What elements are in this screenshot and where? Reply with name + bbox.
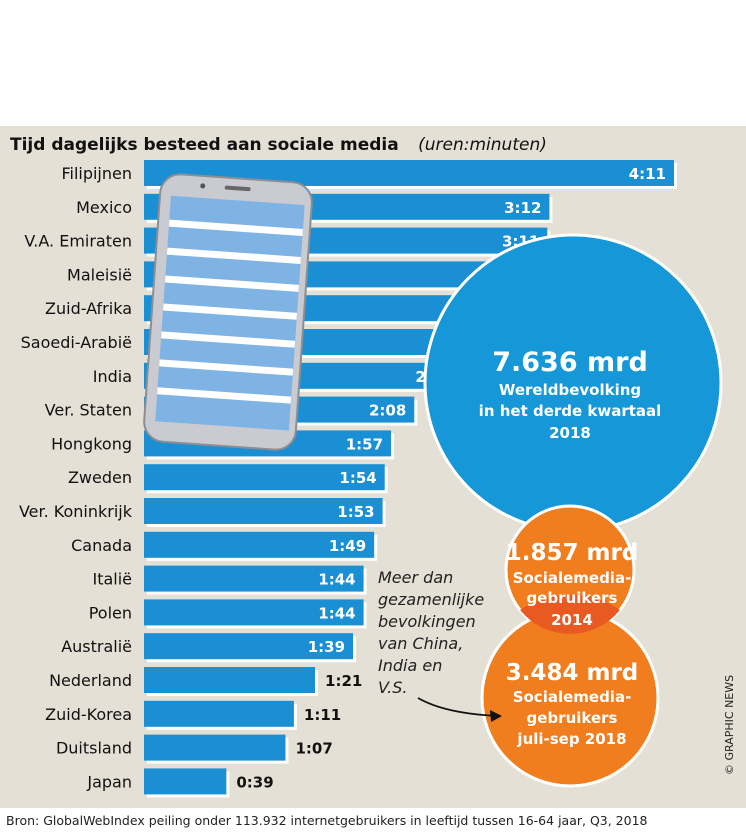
bar-12 (144, 565, 364, 592)
phone-icon (143, 173, 313, 451)
annotation-arrowhead (490, 710, 502, 722)
category-label: India (93, 367, 132, 386)
category-label: Polen (89, 603, 132, 622)
value-label: 1:57 (346, 435, 383, 453)
users-2014-line-3: 2014 (551, 611, 593, 629)
chart-title: Tijd dagelijks besteed aan sociale media… (10, 135, 547, 155)
source-note: Bron: GlobalWebIndex peiling onder 113.9… (6, 813, 648, 828)
users-2018-line-1: Socialemedia- (513, 688, 632, 706)
bar-15 (144, 667, 316, 693)
category-label: Filipijnen (61, 164, 132, 183)
annotation: Meer dan gezamenlijke bevolkingen van Ch… (378, 568, 484, 697)
value-label: 1:39 (308, 638, 345, 656)
bar-14 (144, 633, 354, 660)
value-label: 1:11 (304, 706, 341, 724)
category-label: Italië (92, 570, 132, 589)
users-2014-value: 1.857 mrd (506, 540, 639, 566)
chart-subtitle: (uren:minuten) (418, 135, 547, 155)
category-label: Zuid-Afrika (45, 299, 132, 318)
annotation-line-4: van China, (378, 634, 463, 653)
category-label: Duitsland (56, 739, 132, 758)
users-2014-line-1: Socialemedia- (513, 569, 632, 587)
category-label: Nederland (49, 671, 132, 690)
credit: © GRAPHIC NEWS (723, 675, 736, 775)
value-label: 4:11 (629, 165, 666, 183)
category-label: Ver. Staten (45, 401, 132, 420)
bar-16 (144, 700, 294, 727)
annotation-line-5: India en (378, 656, 442, 675)
users-2018-value: 3.484 mrd (506, 660, 639, 686)
chart-title-text: Tijd dagelijks besteed aan sociale media (10, 135, 399, 155)
value-label: 2:08 (369, 402, 406, 420)
category-label: Zweden (68, 468, 132, 487)
world-population-line-2: in het derde kwartaal (479, 402, 662, 420)
category-label: Canada (71, 536, 132, 555)
category-label: Saoedi-Arabië (21, 333, 132, 352)
category-label: Ver. Koninkrijk (19, 502, 133, 521)
category-label: Maleisië (67, 265, 132, 284)
value-label: 1:53 (337, 503, 374, 521)
users-2014-line-2: gebruikers (527, 589, 618, 607)
value-label: 1:21 (325, 672, 362, 690)
value-label: 1:54 (339, 469, 376, 487)
category-label: Zuid-Korea (45, 705, 132, 724)
value-label: 1:44 (318, 604, 355, 622)
value-label: 3:12 (504, 199, 541, 217)
world-population-line-1: Wereldbevolking (499, 381, 641, 399)
annotation-line-2: gezamenlijke (378, 590, 484, 609)
users-2018-line-3: juli-sep 2018 (516, 730, 626, 748)
world-population-value: 7.636 mrd (492, 347, 648, 378)
category-label: Japan (86, 772, 132, 791)
value-label: 1:49 (329, 537, 366, 555)
annotation-line-6: V.S. (378, 678, 407, 697)
footer (0, 808, 746, 840)
category-label: V.A. Emiraten (24, 232, 132, 251)
users-2018-line-2: gebruikers (527, 709, 618, 727)
value-label: 1:07 (295, 740, 332, 758)
annotation-line-1: Meer dan (378, 568, 453, 587)
bar-10 (144, 498, 383, 524)
bar-18 (144, 768, 227, 795)
category-label: Hongkong (51, 434, 132, 453)
value-label: 1:44 (318, 571, 355, 589)
overlap-lens (520, 594, 620, 634)
bar-13 (144, 599, 364, 626)
bar-11 (144, 531, 375, 558)
world-population-line-3: 2018 (549, 424, 591, 442)
bar-9 (144, 464, 385, 491)
annotation-line-3: bevolkingen (378, 612, 476, 631)
category-label: Mexico (76, 198, 132, 217)
bar-17 (144, 734, 286, 761)
annotation-arrow (417, 697, 501, 717)
category-label: Australië (61, 637, 132, 656)
value-label: 0:39 (236, 773, 273, 791)
